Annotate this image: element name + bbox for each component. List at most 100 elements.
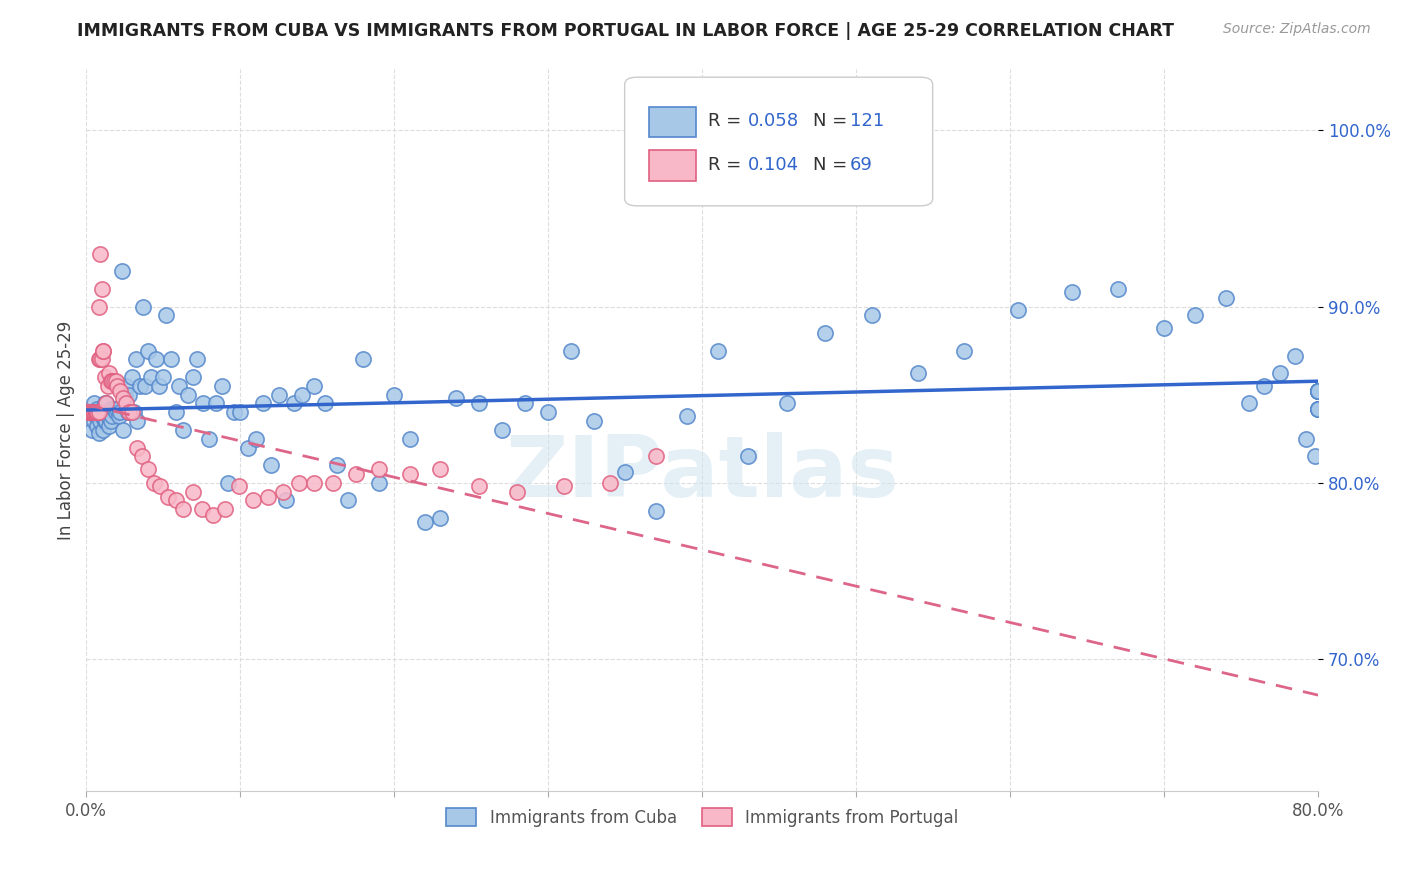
Point [90,282,112,296]
Text: R =: R = [709,155,748,174]
Point [1303,450,1326,464]
Point [134,379,156,393]
Point [115,379,138,393]
Point [214,502,236,516]
Point [583,414,606,428]
Point [136,343,159,358]
Point [94,370,117,384]
Point [506,484,529,499]
Point [84,405,107,419]
Point [82,405,104,419]
Point [1308,401,1330,416]
Point [429,461,451,475]
Point [90,401,112,416]
Point [201,508,224,522]
Point [344,467,367,481]
Point [257,490,280,504]
Point [156,490,179,504]
Point [89,414,111,428]
Point [127,414,149,428]
Point [104,374,127,388]
Point [100,414,122,428]
Point [260,458,283,472]
Point [91,405,114,419]
Point [953,343,976,358]
Point [132,300,155,314]
Point [283,396,305,410]
Point [172,423,194,437]
Point [193,396,215,410]
Point [94,414,117,428]
Point [614,465,637,479]
Text: N =: N = [813,155,853,174]
Point [145,352,167,367]
Point [98,367,121,381]
Point [87,409,110,423]
Text: N =: N = [813,112,853,130]
Point [1060,285,1083,300]
Point [139,370,162,384]
Point [429,511,451,525]
Point [87,300,110,314]
Point [97,379,120,393]
Point [198,432,221,446]
Text: 0.058: 0.058 [748,112,799,130]
Point [1268,367,1291,381]
Point [111,264,134,278]
Point [96,396,118,410]
Point [1308,401,1330,416]
Point [82,423,104,437]
Point [367,461,389,475]
Point [87,405,110,419]
Point [273,484,295,499]
Point [91,343,114,358]
Point [165,405,187,419]
Point [83,396,105,410]
Point [112,423,135,437]
Point [98,405,121,419]
Point [86,419,108,434]
Point [131,450,153,464]
Point [224,405,246,419]
Point [814,326,837,340]
Point [100,401,122,416]
Point [94,396,117,410]
Point [122,405,145,419]
Point [149,479,172,493]
Point [121,370,143,384]
Point [79,405,101,419]
Point [177,387,200,401]
Point [101,409,124,423]
Point [80,405,103,419]
Point [90,409,112,423]
FancyBboxPatch shape [624,78,932,206]
Point [121,405,143,419]
Point [367,475,389,490]
Point [181,370,204,384]
Point [155,308,177,322]
Point [80,405,103,419]
Point [860,308,883,322]
Point [82,405,104,419]
Y-axis label: In Labor Force | Age 25-29: In Labor Force | Age 25-29 [58,320,75,540]
Point [91,343,114,358]
Text: 0.104: 0.104 [748,155,799,174]
Point [515,396,537,410]
Point [191,502,214,516]
Point [553,479,575,493]
Point [288,475,311,490]
Point [1308,384,1330,398]
Point [1308,401,1330,416]
Point [80,405,103,419]
Point [124,352,146,367]
Point [229,405,252,419]
Point [76,405,98,419]
Point [228,479,250,493]
Point [108,405,131,419]
Point [217,475,239,490]
Point [82,405,104,419]
Point [143,475,166,490]
Point [337,493,360,508]
Text: IMMIGRANTS FROM CUBA VS IMMIGRANTS FROM PORTUGAL IN LABOR FORCE | AGE 25-29 CORR: IMMIGRANTS FROM CUBA VS IMMIGRANTS FROM … [77,22,1174,40]
Point [1308,384,1330,398]
